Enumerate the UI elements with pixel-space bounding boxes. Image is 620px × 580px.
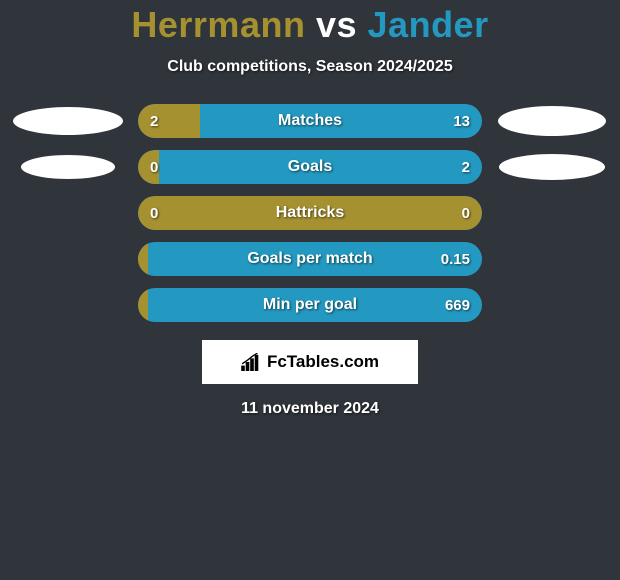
page-title: Herrmann vs Jander (0, 4, 620, 46)
stat-bar: Goals per match0.15 (138, 242, 482, 276)
stat-bar: 2Matches13 (138, 104, 482, 138)
title-player2: Jander (368, 4, 489, 45)
stat-label: Hattricks (138, 196, 482, 230)
stat-row: 0Hattricks0 (0, 196, 620, 230)
stat-label: Matches (138, 104, 482, 138)
stat-right-value: 2 (462, 150, 470, 184)
bars-container: 2Matches130Goals20Hattricks0Goals per ma… (0, 104, 620, 322)
comparison-widget: Herrmann vs Jander Club competitions, Se… (0, 0, 620, 418)
stat-row: 0Goals2 (0, 150, 620, 184)
chart-bars-icon (241, 353, 263, 371)
stat-label: Goals per match (138, 242, 482, 276)
stat-bar: 0Hattricks0 (138, 196, 482, 230)
player1-badge (13, 107, 123, 135)
left-badge-col (8, 155, 128, 179)
right-badge-col (492, 106, 612, 136)
stat-label: Min per goal (138, 288, 482, 322)
player1-badge (21, 155, 115, 179)
stat-right-value: 13 (453, 104, 470, 138)
brand-box[interactable]: FcTables.com (202, 340, 418, 384)
left-badge-col (8, 107, 128, 135)
stat-right-value: 669 (445, 288, 470, 322)
title-vs: vs (316, 4, 357, 45)
stat-row: Min per goal669 (0, 288, 620, 322)
right-badge-col (492, 154, 612, 180)
stat-right-value: 0.15 (441, 242, 470, 276)
title-player1: Herrmann (131, 4, 305, 45)
stat-row: 2Matches13 (0, 104, 620, 138)
player2-badge (498, 106, 606, 136)
stat-bar: 0Goals2 (138, 150, 482, 184)
stat-right-value: 0 (462, 196, 470, 230)
brand-text: FcTables.com (267, 352, 379, 372)
player2-badge (499, 154, 605, 180)
stat-bar: Min per goal669 (138, 288, 482, 322)
stat-row: Goals per match0.15 (0, 242, 620, 276)
subtitle: Club competitions, Season 2024/2025 (0, 58, 620, 76)
date-text: 11 november 2024 (0, 400, 620, 418)
stat-label: Goals (138, 150, 482, 184)
